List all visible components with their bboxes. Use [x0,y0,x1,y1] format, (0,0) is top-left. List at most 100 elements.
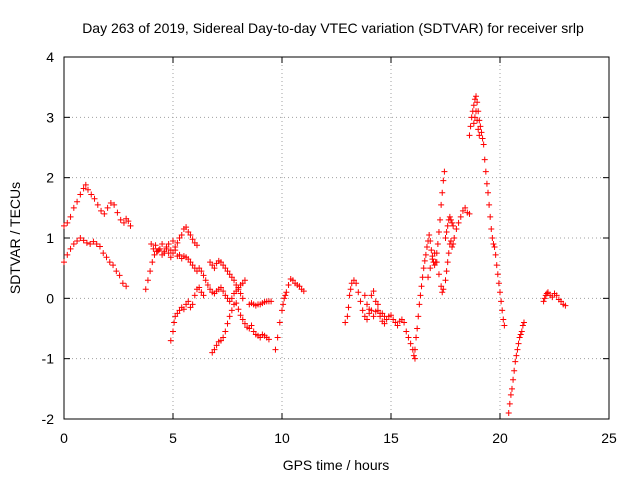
data-point [437,216,444,223]
data-point [233,300,240,307]
data-point [541,295,548,302]
data-point [498,298,505,305]
data-point [183,224,190,231]
data-point [117,216,124,223]
data-point [80,237,87,244]
data-point [427,238,434,245]
y-tick-label: -2 [42,411,55,427]
data-point [149,259,156,266]
data-point [217,259,224,266]
data-point [372,298,379,305]
data-point [222,328,229,335]
y-tick-label: -1 [42,351,55,367]
data-point [453,225,460,232]
data-point [176,307,183,314]
data-point [235,286,242,293]
data-point [438,283,445,290]
data-point [428,247,435,254]
data-point [512,358,519,365]
data-point [411,346,418,353]
data-point [482,168,489,175]
data-point [471,96,478,103]
data-point [241,320,248,327]
data-point [170,238,176,245]
data-point [163,244,170,251]
data-point [125,218,132,225]
data-point [488,225,495,232]
data-point [191,292,198,299]
data-point [447,216,454,223]
data-point [401,319,408,326]
data-point [439,289,446,296]
x-tick-label: 25 [601,430,617,446]
data-point [344,313,351,320]
data-point [198,268,205,275]
data-point [187,304,194,311]
x-tick-label: 5 [169,430,177,446]
data-point [246,325,253,332]
data-point [388,312,394,319]
data-point [226,313,233,320]
data-point [357,298,364,305]
data-point [114,209,121,216]
data-point [77,191,84,198]
data-point [483,180,490,187]
data-point [381,320,388,327]
data-point [281,295,288,302]
data-point [103,254,110,261]
data-point [480,141,487,148]
data-point [217,284,224,291]
data-point [222,292,229,299]
data-point [467,123,474,130]
data-point [217,337,224,344]
data-point [421,257,428,264]
data-point [151,251,158,258]
data-point [381,313,388,320]
data-point [213,342,220,349]
data-point [471,114,478,121]
data-point [198,289,205,296]
data-point [470,102,477,109]
data-point [501,322,508,329]
data-point [440,177,447,184]
data-point [520,319,527,326]
data-point [84,186,91,193]
data-point [444,259,451,266]
data-point [414,325,421,332]
data-point [237,312,244,319]
data-point [511,367,518,374]
data-point [466,210,473,217]
data-point [127,222,134,229]
data-point [475,126,482,133]
data-point [439,189,446,196]
data-point [170,250,176,257]
data-point [187,259,194,266]
data-point [516,334,523,341]
data-point [485,189,492,196]
x-tick-label: 15 [383,430,399,446]
data-point [142,286,149,293]
data-point [283,289,290,296]
data-point [228,274,235,281]
data-point [77,235,84,241]
data-point [415,313,422,320]
data-point [80,185,87,192]
data-point [506,400,513,407]
data-point [196,284,203,291]
data-point [61,222,67,229]
data-point [418,283,425,290]
data-point [64,219,71,226]
data-point [426,231,433,238]
y-tick-label: 4 [46,49,54,65]
data-point [473,93,480,100]
data-point [462,204,469,211]
data-point [279,307,285,314]
data-point [148,241,155,248]
data-point [499,307,506,314]
data-point [443,268,450,275]
data-point [226,298,233,305]
data-point [457,213,464,220]
data-point [239,316,246,323]
data-point [431,250,438,257]
data-point [364,301,371,308]
